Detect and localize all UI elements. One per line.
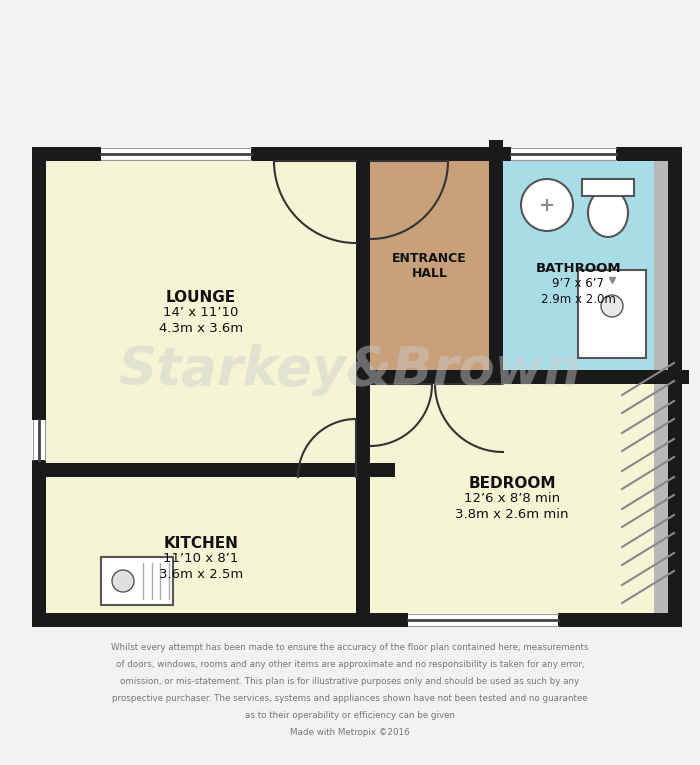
Text: as to their operability or efficiency can be given: as to their operability or efficiency ca… <box>245 711 455 720</box>
Bar <box>356 147 370 627</box>
Bar <box>356 370 689 384</box>
Bar <box>489 140 503 384</box>
Bar <box>578 270 646 358</box>
Ellipse shape <box>588 189 628 237</box>
Text: ENTRANCE
HALL: ENTRANCE HALL <box>392 252 467 279</box>
Text: 14’ x 11’10: 14’ x 11’10 <box>163 305 239 318</box>
Bar <box>32 147 682 161</box>
Bar <box>408 613 558 627</box>
Text: prospective purchaser. The services, systems and appliances shown have not been : prospective purchaser. The services, sys… <box>112 694 588 703</box>
Text: Whilst every attempt has been made to ensure the accuracy of the floor plan cont: Whilst every attempt has been made to en… <box>111 643 589 652</box>
Text: 4.3m x 3.6m: 4.3m x 3.6m <box>159 321 243 334</box>
Text: 3.6m x 2.5m: 3.6m x 2.5m <box>159 568 243 581</box>
Text: 12’6 x 8’8 min: 12’6 x 8’8 min <box>464 492 560 505</box>
Bar <box>370 161 489 370</box>
Bar <box>101 557 173 605</box>
Bar <box>668 147 682 627</box>
Bar <box>32 420 46 460</box>
Bar <box>32 147 46 627</box>
Bar <box>370 384 654 613</box>
Text: 2.9m x 2.0m: 2.9m x 2.0m <box>541 293 616 306</box>
Bar <box>511 147 616 161</box>
Text: Starkey&Brown: Starkey&Brown <box>118 344 582 396</box>
Bar <box>46 477 356 613</box>
Bar <box>32 463 395 477</box>
Text: 11’10 x 8’1: 11’10 x 8’1 <box>163 552 239 565</box>
Text: Made with Metropix ©2016: Made with Metropix ©2016 <box>290 728 410 737</box>
Bar <box>654 161 674 613</box>
Text: 3.8m x 2.6m min: 3.8m x 2.6m min <box>455 508 568 521</box>
Text: omission, or mis-statement. This plan is for illustrative purposes only and shou: omission, or mis-statement. This plan is… <box>120 677 580 686</box>
Bar <box>32 613 682 627</box>
Bar <box>582 179 634 196</box>
Text: BEDROOM: BEDROOM <box>468 476 556 491</box>
Bar <box>46 161 356 463</box>
Circle shape <box>112 570 134 592</box>
Circle shape <box>521 179 573 231</box>
Text: LOUNGE: LOUNGE <box>166 289 236 304</box>
Text: 9’7 x 6’7: 9’7 x 6’7 <box>552 277 605 290</box>
Bar <box>101 147 251 161</box>
Circle shape <box>601 295 623 317</box>
Bar <box>503 161 654 370</box>
Text: BATHROOM: BATHROOM <box>536 262 622 275</box>
Bar <box>370 370 489 384</box>
Text: KITCHEN: KITCHEN <box>164 536 239 552</box>
Text: of doors, windows, rooms and any other items are approximate and no responsibili: of doors, windows, rooms and any other i… <box>116 660 584 669</box>
